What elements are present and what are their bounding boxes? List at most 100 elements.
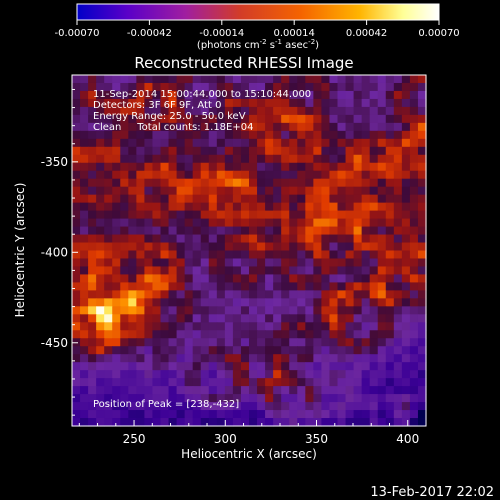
heatmap-cell [216, 170, 226, 180]
heatmap-cell [208, 194, 218, 204]
heatmap-cell [120, 306, 129, 315]
heatmap-cell [273, 218, 282, 228]
heatmap-cell [184, 90, 194, 100]
heatmap-cell [345, 298, 355, 307]
heatmap-cell [401, 90, 411, 100]
heatmap-cell [289, 178, 298, 188]
heatmap-cell [168, 210, 178, 220]
heatmap-cell [265, 370, 274, 379]
heatmap-cell [257, 410, 266, 419]
heatmap-cell [72, 218, 81, 228]
heatmap-cell [273, 418, 282, 427]
heatmap-cell [88, 354, 97, 363]
heatmap-cell [240, 418, 250, 427]
heatmap-cell [176, 170, 186, 180]
heatmap-cell [168, 242, 178, 252]
heatmap-cell [345, 130, 355, 140]
heatmap-cell [104, 122, 113, 132]
heatmap-cell [385, 346, 395, 355]
heatmap-cell [160, 178, 170, 188]
heatmap-cell [305, 226, 314, 236]
heatmap-cell [112, 378, 121, 387]
heatmap-cell [88, 274, 97, 284]
heatmap-cell [232, 266, 242, 276]
heatmap-cell [329, 162, 339, 172]
heatmap-cell [232, 75, 242, 84]
heatmap-cell [80, 90, 89, 100]
heatmap-cell [417, 138, 427, 148]
heatmap-cell [200, 178, 210, 188]
heatmap-cell [369, 210, 379, 220]
heatmap-cell [208, 162, 218, 172]
heatmap-cell [377, 394, 387, 403]
heatmap-cell [208, 282, 218, 291]
heatmap-cell [409, 218, 419, 228]
heatmap-cell [96, 330, 105, 339]
heatmap-cell [80, 338, 89, 347]
heatmap-cell [305, 218, 314, 228]
heatmap-cell [321, 354, 331, 363]
heatmap-cell [192, 298, 202, 307]
heatmap-cell [409, 394, 419, 403]
heatmap-cell [96, 210, 105, 220]
heatmap-cell [345, 106, 355, 116]
heatmap-cell [353, 130, 363, 140]
heatmap-cell [329, 75, 339, 84]
heatmap-cell [112, 130, 121, 140]
heatmap-cell [385, 290, 395, 299]
heatmap-cell [208, 210, 218, 220]
heatmap-cell [337, 122, 347, 132]
heatmap-cell [321, 98, 331, 108]
heatmap-cell [72, 274, 81, 284]
heatmap-cell [96, 162, 105, 172]
heatmap-cell [281, 306, 290, 315]
heatmap-cell [200, 146, 210, 156]
heatmap-cell [120, 138, 129, 148]
heatmap-cell [297, 106, 306, 116]
heatmap-cell [401, 258, 411, 268]
heatmap-cell [112, 114, 121, 124]
heatmap-cell [393, 242, 403, 252]
heatmap-cell [265, 298, 274, 307]
heatmap-cell [321, 394, 331, 403]
heatmap-cell [200, 362, 210, 371]
heatmap-cell [128, 378, 137, 387]
heatmap-cell [369, 178, 379, 188]
heatmap-cell [297, 226, 306, 236]
heatmap-cell [232, 186, 242, 196]
heatmap-cell [281, 362, 290, 371]
heatmap-cell [184, 218, 194, 228]
heatmap-cell [120, 322, 129, 331]
heatmap-cell [144, 330, 154, 339]
heatmap-cell [321, 162, 331, 172]
heatmap-cell [224, 234, 234, 244]
heatmap-cell [176, 282, 186, 291]
heatmap-cell [112, 258, 121, 268]
heatmap-cell [200, 370, 210, 379]
heatmap-cell [257, 194, 266, 204]
heatmap-cell [281, 242, 290, 252]
heatmap-cell [144, 298, 154, 307]
heatmap-cell [337, 226, 347, 236]
heatmap-cell [313, 130, 323, 140]
x-tick-label: 350 [305, 432, 328, 446]
heatmap-cell [313, 322, 323, 331]
heatmap-cell [385, 322, 395, 331]
heatmap-cell [88, 418, 97, 427]
heatmap-cell [168, 162, 178, 172]
heatmap-cell [249, 322, 258, 331]
heatmap-cell [417, 290, 427, 299]
heatmap-cell [393, 282, 403, 291]
heatmap-cell [168, 202, 178, 212]
heatmap-cell [361, 370, 371, 379]
heatmap-cell [401, 106, 411, 116]
heatmap-cell [72, 346, 81, 355]
heatmap-cell [393, 226, 403, 236]
heatmap-cell [377, 410, 387, 419]
heatmap-cell [401, 138, 411, 148]
heatmap-cell [176, 194, 186, 204]
heatmap-cell [297, 122, 306, 132]
heatmap-cell [176, 202, 186, 212]
heatmap-cell [112, 314, 121, 323]
heatmap-cell [104, 226, 113, 236]
